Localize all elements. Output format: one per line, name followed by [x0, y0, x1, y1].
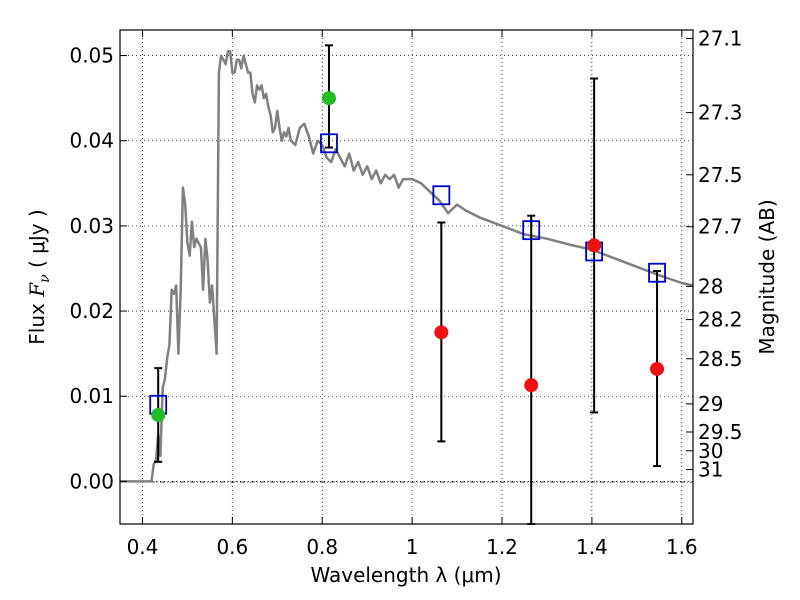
y2-tick-label: 27.5	[698, 163, 743, 187]
x-tick-label: 0.6	[216, 535, 248, 559]
y2-tick-label: 28	[698, 274, 723, 298]
y-axis-title-symbol: F	[25, 282, 49, 298]
measurement-point	[587, 238, 602, 253]
model-photometry-square	[320, 133, 338, 154]
x-tick-label: 1.4	[576, 535, 608, 559]
y-tick-label: 0.05	[69, 44, 114, 68]
model-photometry-square	[648, 262, 666, 283]
axis-ticks: 0.4 0.6 0.8 1 1.2 1.4 1.6 0.00 0.01 0.02 0.03 0.04 0…	[69, 27, 742, 559]
y-tick-label: 0.01	[69, 384, 114, 408]
model-spectrum-line	[120, 50, 694, 483]
detection-point	[151, 407, 166, 422]
y2-tick-label: 27.1	[698, 27, 743, 51]
y-tick-label: 0.03	[69, 214, 114, 238]
y2-tick-label: 31	[698, 457, 723, 481]
y-axis-title-suffix: ( μJy )	[25, 209, 49, 274]
y2-tick-label: 29.5	[698, 420, 743, 444]
y2-tick-label: 28.2	[698, 308, 743, 332]
y-tick-label: 0.00	[69, 469, 114, 493]
x-tick-label: 0.4	[127, 535, 159, 559]
measurement-point	[434, 325, 449, 340]
measurement-point	[524, 378, 539, 393]
x-tick-label: 1.2	[486, 535, 518, 559]
x-tick-label: 1.6	[666, 535, 698, 559]
plot-area	[120, 44, 694, 525]
y-tick-label: 0.02	[69, 299, 114, 323]
y2-tick-label: 27.3	[698, 101, 743, 125]
model-photometry-square	[432, 185, 451, 206]
x-tick-label: 1	[406, 535, 419, 559]
y-axis-title-subscript: ν	[37, 274, 53, 283]
plot-frame	[119, 29, 694, 525]
y-axis-title-prefix: Flux	[25, 297, 49, 345]
y2-tick-label: 29	[698, 392, 723, 416]
y-tick-label: 0.04	[69, 129, 114, 153]
detection-point	[321, 91, 336, 106]
model-photometry-square	[522, 220, 541, 241]
x-axis-title: Wavelength λ (μm)	[310, 563, 501, 587]
y2-tick-label: 30	[698, 439, 723, 463]
measurement-point	[650, 361, 665, 376]
x-tick-label: 0.8	[306, 535, 338, 559]
y2-tick-label: 27.7	[698, 215, 743, 239]
grid	[120, 30, 693, 524]
y-axis-title: Flux Fν ( μJy )	[25, 209, 53, 344]
y2-axis-title: Magnitude (AB)	[755, 199, 779, 354]
y2-tick-label: 28.5	[698, 347, 743, 371]
